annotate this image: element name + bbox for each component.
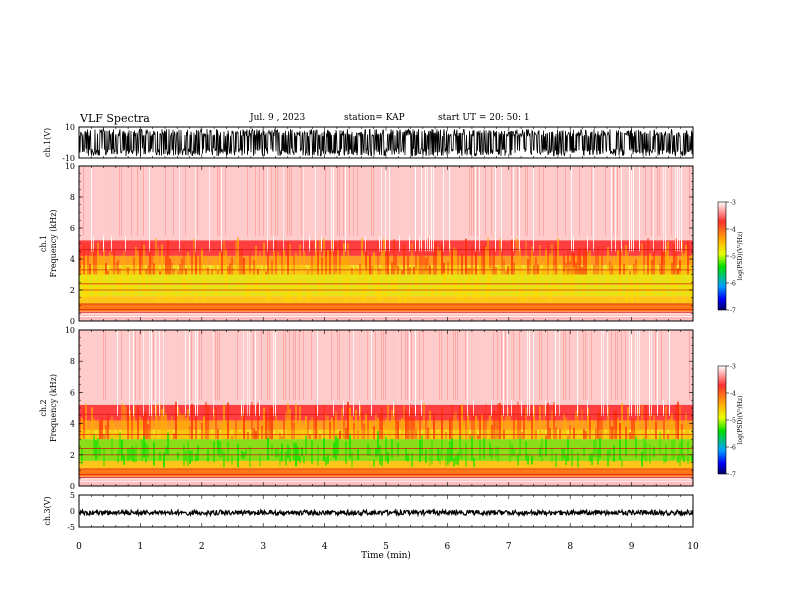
y-tick-label: 6 <box>70 224 75 233</box>
y-tick-label: 8 <box>70 357 75 366</box>
colorbar-tick-label: -5 <box>730 418 736 425</box>
y-axis-label: Frequency (kHz) <box>49 209 58 277</box>
colorbar-tick-label: -6 <box>730 445 736 452</box>
colorbar-label: log(PSD)(V²/Hz) <box>737 232 744 281</box>
x-tick-label: 9 <box>629 542 635 552</box>
colorbar-tick-label: -6 <box>730 281 736 288</box>
x-tick-label: 3 <box>260 542 266 552</box>
y-tick-label: 0 <box>70 317 75 326</box>
chart-title: VLF Spectra <box>80 112 150 125</box>
y-tick-label: 0 <box>70 507 75 516</box>
y-tick-label: 2 <box>70 286 75 295</box>
colorbar-tick-label: -7 <box>730 472 736 479</box>
y-tick-label: -5 <box>67 523 75 532</box>
x-axis-label: Time (min) <box>361 550 411 561</box>
start-time-label: start UT = 20: 50: 1 <box>438 113 530 123</box>
y-tick-label: 10 <box>65 162 75 171</box>
date-label: Jul. 9 , 2023 <box>250 113 306 123</box>
y-tick-label: 5 <box>70 491 75 500</box>
x-tick-label: 5 <box>383 542 389 552</box>
y-tick-label: 4 <box>70 255 75 264</box>
x-tick-label: 7 <box>506 542 512 552</box>
x-tick-label: 8 <box>567 542 573 552</box>
y-tick-label: -10 <box>62 154 75 163</box>
y-tick-label: 6 <box>70 388 75 397</box>
colorbar-1 <box>717 201 727 311</box>
x-tick-label: 1 <box>138 542 144 552</box>
y-tick-label: 10 <box>65 123 75 132</box>
colorbar-tick-label: -3 <box>730 364 736 371</box>
y-tick-label: 4 <box>70 420 75 429</box>
y-tick-label: 0 <box>70 482 75 491</box>
colorbar-tick-label: -4 <box>730 227 736 234</box>
station-label: station= KAP <box>344 113 405 123</box>
x-tick-label: 4 <box>322 542 328 552</box>
colorbar-label: log(PSD)(V²/Hz) <box>737 396 744 445</box>
spectrogram-2 <box>79 330 693 486</box>
x-tick-label: 0 <box>76 542 82 552</box>
colorbar-2 <box>717 365 727 475</box>
y-tick-label: 2 <box>70 451 75 460</box>
y-axis-label: Frequency (kHz) <box>49 374 58 442</box>
y-axis-label: ch.1 <box>39 235 48 252</box>
y-tick-label: 10 <box>65 326 75 335</box>
colorbar-tick-label: -7 <box>730 308 736 315</box>
ch3-waveform <box>78 507 694 518</box>
ch1-waveform <box>79 127 693 157</box>
colorbar-tick-label: -4 <box>730 391 736 398</box>
spectrogram-1 <box>79 166 693 321</box>
y-tick-label: 8 <box>70 193 75 202</box>
x-tick-label: 2 <box>199 542 205 552</box>
x-tick-label: 6 <box>445 542 451 552</box>
y-axis-label: ch.1(V) <box>43 128 52 157</box>
y-axis-label: ch.2 <box>39 399 48 416</box>
colorbar-tick-label: -5 <box>730 254 736 261</box>
y-axis-label: ch.3(V) <box>43 496 52 525</box>
colorbar-tick-label: -3 <box>730 200 736 207</box>
x-tick-label: 10 <box>687 542 699 552</box>
